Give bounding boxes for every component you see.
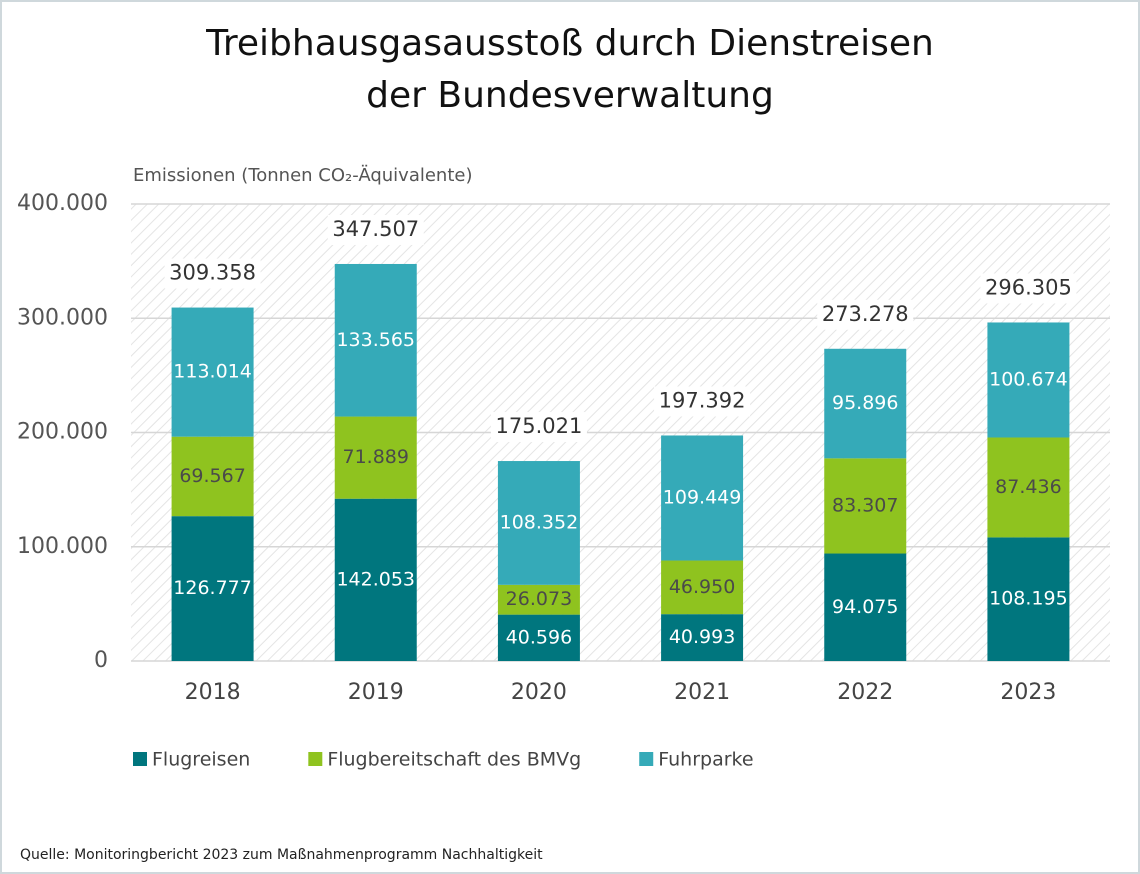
data-label: 40.993 [669, 626, 735, 648]
data-label: 126.777 [173, 577, 252, 599]
chart-title: Treibhausgasausstoß durch Dienstreisen [205, 23, 934, 64]
total-label: 296.305 [985, 275, 1072, 299]
chart-title: der Bundesverwaltung [366, 75, 774, 116]
data-label: 100.674 [989, 368, 1068, 390]
x-tick-label: 2023 [1000, 680, 1056, 705]
total-label-bg [327, 214, 424, 245]
legend-swatch [133, 752, 147, 766]
y-tick-label: 100.000 [17, 534, 108, 559]
data-label: 87.436 [995, 476, 1061, 498]
data-label: 40.596 [506, 626, 572, 648]
bar-segment [987, 322, 1070, 438]
y-tick-label: 0 [94, 648, 108, 673]
total-label: 175.021 [495, 414, 582, 438]
y-tick-label: 300.000 [17, 305, 108, 330]
x-tick-label: 2021 [674, 680, 730, 705]
total-label-bg [654, 386, 751, 417]
bar-segment [987, 537, 1070, 661]
data-label: 83.307 [832, 494, 898, 516]
total-label: 347.507 [332, 217, 419, 241]
data-label: 133.565 [336, 329, 415, 351]
data-label: 94.075 [832, 596, 898, 618]
bar-segment [334, 263, 417, 417]
bar-segment [824, 348, 907, 459]
data-label: 71.889 [343, 446, 409, 468]
bar-segment [497, 614, 580, 661]
data-label: 26.073 [506, 588, 572, 610]
data-label: 109.449 [663, 487, 742, 509]
bar-segment [824, 553, 907, 661]
bar-segment [661, 560, 744, 615]
x-tick-label: 2020 [511, 680, 567, 705]
total-label-bg [164, 258, 261, 289]
legend-label: Flugbereitschaft des BMVg [327, 749, 581, 771]
legend-label: Flugreisen [152, 749, 250, 771]
bar-segment [171, 516, 254, 661]
total-label: 309.358 [169, 261, 256, 285]
data-label: 95.896 [832, 392, 898, 414]
total-label-bg [490, 412, 587, 443]
bar-segment [171, 436, 254, 517]
data-label: 108.352 [500, 511, 579, 533]
y-axis-label: Emissionen (Tonnen CO₂-Äquivalente) [133, 165, 473, 186]
x-tick-label: 2022 [837, 680, 893, 705]
x-tick-label: 2018 [185, 680, 241, 705]
total-label-bg [817, 299, 914, 330]
data-label: 113.014 [173, 361, 252, 383]
bar-segment [334, 416, 417, 499]
bar-segment [334, 498, 417, 661]
y-tick-label: 400.000 [17, 191, 108, 216]
bar-segment [661, 614, 744, 661]
y-tick-label: 200.000 [17, 420, 108, 445]
data-label: 108.195 [989, 588, 1068, 610]
legend-label: Fuhrparke [658, 749, 753, 771]
total-label: 197.392 [659, 388, 746, 412]
bar-segment [661, 435, 744, 561]
bar-segment [497, 584, 580, 615]
source: Quelle: Monitoringbericht 2023 zum Maßna… [20, 847, 543, 863]
bar-segment [824, 458, 907, 554]
x-tick-label: 2019 [348, 680, 404, 705]
data-label: 46.950 [669, 576, 735, 598]
total-label: 273.278 [822, 302, 909, 326]
legend-swatch [639, 752, 654, 766]
bar-segment [171, 307, 254, 437]
bar-segment [987, 437, 1070, 538]
data-label: 142.053 [336, 568, 415, 590]
data-label: 69.567 [179, 465, 245, 487]
legend-swatch [308, 752, 323, 766]
bar-segment [497, 461, 580, 585]
total-label-bg [980, 273, 1077, 304]
